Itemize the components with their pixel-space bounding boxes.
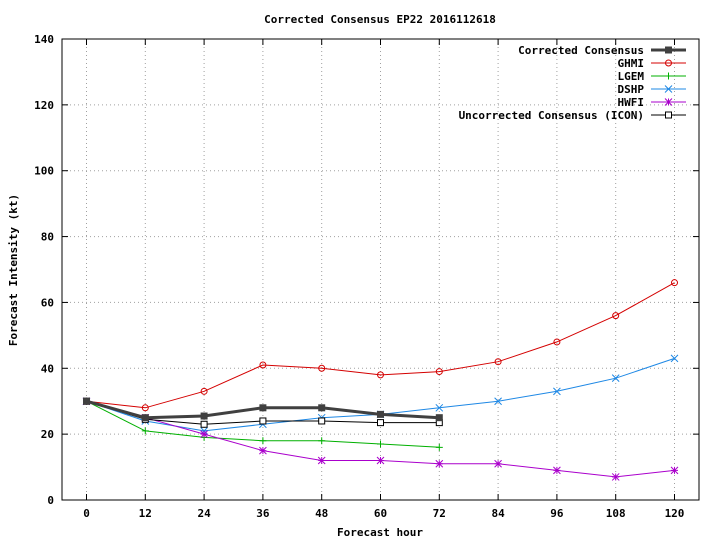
data-point [377,440,384,448]
data-point [259,361,267,369]
y-tick-label: 0 [47,494,54,507]
x-tick-label: 24 [197,507,211,520]
series-corrected-consensus [83,397,443,422]
y-tick-label: 120 [34,99,54,112]
data-point [435,414,443,422]
series-hwfi [82,397,679,481]
data-point [494,358,502,366]
data-point [494,459,502,468]
data-point [200,412,208,420]
legend-label: HWFI [618,96,645,109]
data-point [200,420,208,428]
y-tick-label: 20 [41,428,54,441]
data-point [318,437,326,445]
data-point [435,459,444,468]
legend-marker [665,111,672,119]
legend-label: Corrected Consensus [518,44,644,57]
y-axis-label: Forecast Intensity (kt) [7,194,20,346]
data-point [141,427,149,435]
data-point [200,387,208,395]
data-point [670,466,679,475]
x-tick-label: 84 [491,507,505,520]
x-tick-label: 60 [374,507,387,520]
y-tick-label: 40 [41,362,54,375]
axis-ticks: 0 20 40 60 80 100 120 140 0 12 24 36 48 60 72 84 96 108 12… [34,33,699,520]
y-tick-label: 100 [34,165,54,178]
legend: Corrected ConsensusGHMILGEMDSHPHWFIUncor… [459,44,686,122]
data-point [553,338,561,346]
data-point [670,354,679,363]
data-point [83,397,90,405]
data-point [435,443,443,451]
data-point [553,466,561,475]
legend-item: GHMI [618,57,686,70]
series-line [86,282,675,409]
data-point [553,387,561,396]
data-point [259,437,267,445]
data-point [318,404,326,412]
data-point [259,417,267,425]
data-point [259,446,267,455]
legend-item: Corrected Consensus [518,44,686,57]
data-point [435,368,443,376]
data-point [611,473,620,481]
chart-title: Corrected Consensus EP22 2016112618 [264,13,496,26]
data-point [435,403,444,412]
legend-label: Uncorrected Consensus (ICON) [459,109,644,122]
y-tick-label: 60 [41,296,54,309]
y-tick-label: 80 [41,231,54,244]
legend-item: LGEM [618,70,686,83]
legend-marker [665,72,672,80]
x-tick-label: 72 [433,507,446,520]
x-tick-label: 120 [665,507,685,520]
x-axis-label: Forecast hour [337,526,423,539]
legend-label: GHMI [618,57,645,70]
data-point [200,430,208,438]
legend-marker [664,85,673,93]
legend-marker [665,59,672,67]
x-tick-label: 36 [256,507,270,520]
x-tick-label: 96 [550,507,564,520]
legend-item: DSHP [618,83,686,96]
data-point [494,397,502,406]
data-point [141,414,149,422]
series-ghmi [83,279,678,412]
data-point [141,404,149,412]
data-point [377,410,384,418]
x-tick-label: 0 [83,507,90,520]
data-point [318,417,326,425]
legend-item: Uncorrected Consensus (ICON) [459,109,686,122]
data-point [611,374,620,383]
data-point [259,404,267,412]
data-point [376,456,385,465]
data-point [377,371,384,379]
x-tick-label: 12 [139,507,152,520]
y-tick-label: 140 [34,33,54,46]
data-point [318,364,326,372]
data-point [612,312,620,320]
plot-frame [61,38,700,501]
legend-marker [664,98,673,106]
legend-marker [665,46,672,54]
series-layer [82,279,679,481]
x-tick-label: 108 [606,507,626,520]
x-tick-label: 48 [315,507,328,520]
legend-label: LGEM [618,70,645,83]
legend-item: HWFI [618,96,686,109]
data-point [317,456,326,465]
legend-label: DSHP [618,83,645,96]
data-point [377,419,384,427]
data-point [671,279,678,287]
